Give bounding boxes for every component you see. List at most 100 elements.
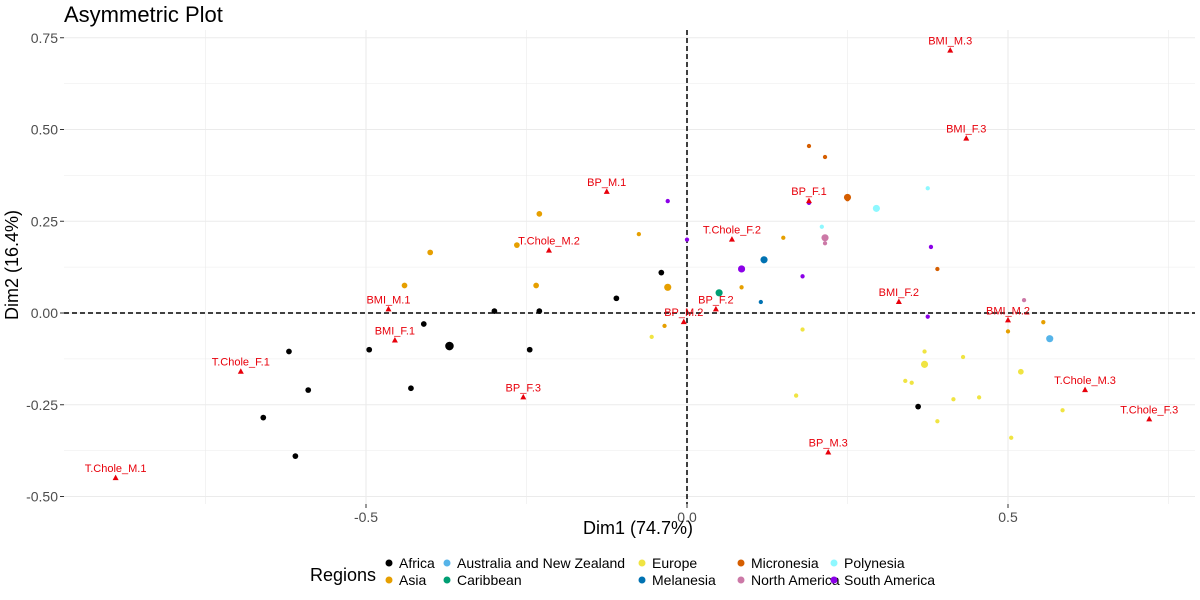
legend-title: Regions (310, 565, 376, 585)
point-polynesia (925, 186, 930, 191)
y-tick-label: 0.75 (31, 30, 58, 46)
point-africa (260, 414, 267, 421)
variable-label: T.Chole_F.1 (212, 357, 270, 369)
point-europe (951, 397, 956, 402)
point-asia (664, 283, 672, 291)
point-europe (960, 354, 966, 360)
legend-key (385, 576, 393, 584)
variable-marker (391, 337, 398, 343)
point-africa (420, 321, 427, 327)
variable-marker (825, 448, 832, 455)
point-asia (514, 242, 520, 248)
variable-marker (895, 298, 902, 304)
variable-marker (1005, 316, 1011, 323)
y-tick-label: -0.25 (26, 397, 58, 413)
point-australia-and-new-zealand (1046, 335, 1054, 343)
variable-label: BMI_F.1 (375, 326, 415, 338)
point-europe (976, 395, 982, 400)
point-south-america (737, 265, 746, 273)
legend-label: Caribbean (457, 572, 522, 588)
legend-label: South America (844, 572, 935, 588)
variable-label: T.Chole_F.3 (1120, 404, 1178, 416)
variable-marker (385, 305, 392, 312)
variable-label: BMI_F.3 (946, 124, 986, 136)
variable-label: BP_F.1 (791, 186, 826, 198)
legend-label: Micronesia (751, 555, 819, 571)
legend-label: North America (751, 572, 840, 588)
point-asia (401, 282, 408, 289)
legend-key (443, 576, 451, 584)
point-africa (536, 308, 543, 315)
point-europe (1060, 408, 1065, 413)
variable-marker (963, 135, 970, 141)
variable-marker (237, 368, 244, 374)
point-south-america (928, 244, 934, 250)
variable-marker (805, 197, 812, 204)
x-tick-label: 0.0 (677, 509, 697, 525)
variable-label: BP_M.3 (809, 437, 848, 449)
variable-label: BP_M.2 (664, 307, 703, 319)
legend-label: Polynesia (844, 555, 905, 571)
point-north-america (821, 234, 829, 242)
variable-marker (112, 474, 119, 481)
point-south-america (665, 198, 670, 204)
legend-key (385, 559, 393, 567)
point-africa (445, 341, 454, 351)
point-europe (922, 349, 927, 354)
point-asia (533, 282, 539, 289)
y-axis-ticks: -0.50 -0.25 0.00 0.25 0.50 0.75 (26, 30, 64, 505)
variable-marker (603, 188, 610, 194)
point-south-america (800, 274, 805, 279)
variable-label: T.Chole_M.1 (85, 463, 147, 475)
point-asia (536, 211, 543, 217)
variable-label: BP_M.1 (587, 177, 626, 189)
point-africa (915, 403, 921, 410)
point-africa (526, 346, 533, 353)
x-tick-label: -0.5 (354, 509, 378, 525)
x-tick-label: 0.5 (998, 509, 1018, 525)
point-asia (636, 231, 641, 237)
legend-key (830, 576, 838, 584)
point-africa (613, 295, 620, 302)
variable-points: BMI_M.3 BMI_F.3 BP_M.1 BP_F.1 T.Chole_M.2 T.C… (85, 36, 1178, 481)
variable-label: BP_F.3 (506, 382, 541, 394)
y-tick-label: 0.50 (31, 122, 58, 138)
point-south-america (925, 314, 930, 319)
variable-marker (520, 393, 527, 400)
y-tick-label: 0.25 (31, 213, 58, 229)
point-asia (427, 249, 434, 256)
point-africa (658, 269, 665, 276)
legend-key (443, 559, 451, 567)
point-europe (793, 393, 799, 398)
x-axis-title: Dim1 (74.7%) (583, 518, 693, 538)
legend-label: Europe (652, 555, 697, 571)
point-north-america (822, 241, 828, 246)
legend-label: Asia (399, 572, 426, 588)
point-europe (1009, 435, 1014, 440)
point-europe (1017, 368, 1024, 375)
point-asia (662, 323, 667, 328)
legend-key (737, 576, 745, 584)
point-polynesia (872, 204, 880, 212)
variable-label: BMI_F.2 (879, 287, 919, 299)
point-europe (909, 380, 914, 385)
point-asia (739, 285, 744, 290)
variable-label: BMI_M.3 (928, 36, 972, 48)
point-africa (366, 346, 373, 353)
y-tick-label: -0.50 (26, 489, 58, 505)
point-micronesia (806, 143, 812, 149)
chart-title: Asymmetric Plot (64, 2, 223, 27)
point-africa (408, 385, 414, 392)
point-europe (649, 334, 654, 339)
variable-marker (1146, 415, 1153, 422)
variable-label: BP_F.2 (698, 294, 733, 306)
variable-marker (1082, 386, 1089, 393)
gridlines (64, 30, 1195, 504)
legend-key (638, 576, 646, 584)
legend-key (830, 559, 838, 567)
variable-label: BMI_M.2 (986, 305, 1030, 317)
point-south-america (684, 237, 690, 242)
variable-label: T.Chole_F.2 (703, 225, 761, 237)
